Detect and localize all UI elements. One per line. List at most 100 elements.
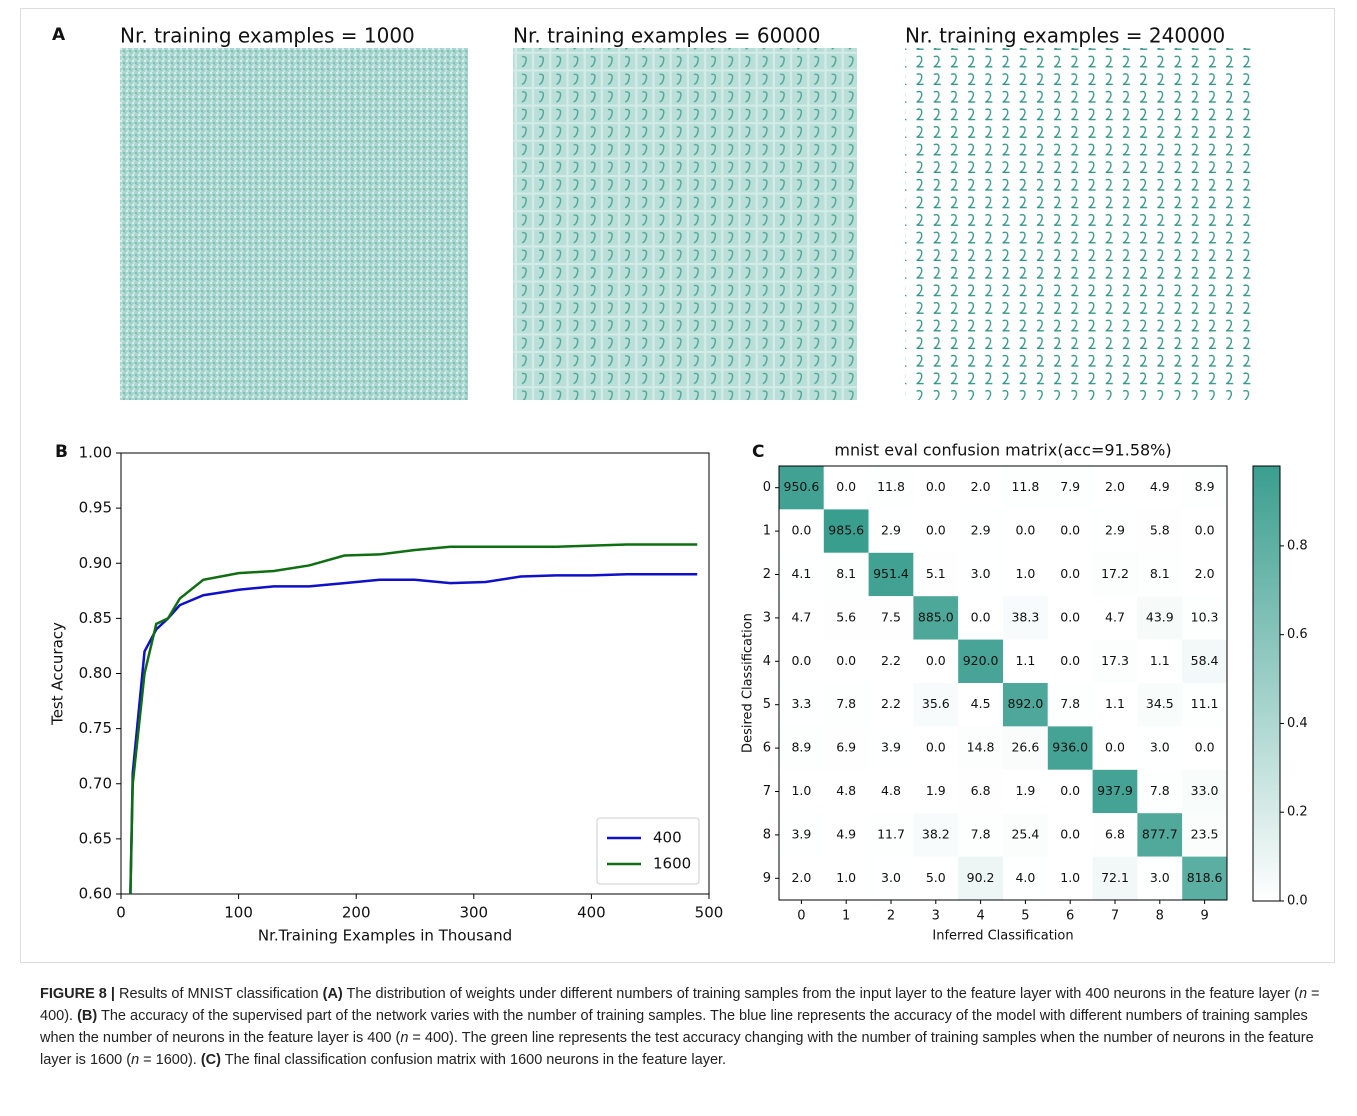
cell-label: 0.0 xyxy=(1015,523,1035,538)
cell-label: 3.9 xyxy=(791,826,811,841)
y-tick-label: 0.90 xyxy=(79,554,112,572)
x-tick-label: 300 xyxy=(459,904,488,922)
cell-label: 11.7 xyxy=(877,826,905,841)
y-tick-label: 0.85 xyxy=(79,609,112,627)
cell-label: 2.9 xyxy=(971,523,991,538)
cell-label: 5.6 xyxy=(836,609,856,624)
cell-label: 4.0 xyxy=(1015,870,1035,885)
y-tick-label: 1.00 xyxy=(79,444,112,462)
legend-label: 1600 xyxy=(653,855,691,873)
cell-label: 43.9 xyxy=(1146,609,1174,624)
cell-label: 0.0 xyxy=(1060,783,1080,798)
y-tick-label: 6 xyxy=(763,741,771,756)
cell-label: 17.3 xyxy=(1101,653,1129,668)
legend-label: 400 xyxy=(653,829,682,847)
cell-label: 4.9 xyxy=(1150,479,1170,494)
cell-label: 0.0 xyxy=(926,523,946,538)
cell-label: 877.7 xyxy=(1142,826,1178,841)
cell-label: 4.7 xyxy=(1105,609,1125,624)
cell-label: 950.6 xyxy=(784,479,820,494)
y-tick-label: 0 xyxy=(763,480,771,495)
cell-label: 14.8 xyxy=(967,740,995,755)
weight-image xyxy=(905,48,1253,400)
caption-text: n xyxy=(1299,986,1307,1002)
x-tick-label: 2 xyxy=(887,909,895,924)
cell-label: 11.8 xyxy=(1011,479,1039,494)
cell-label: 3.9 xyxy=(881,740,901,755)
caption-text: (C) xyxy=(201,1052,221,1068)
cell-label: 5.1 xyxy=(926,566,946,581)
cell-label: 7.8 xyxy=(1060,696,1080,711)
cell-label: 1.0 xyxy=(791,783,811,798)
weight-image xyxy=(120,48,468,400)
panel-label: B xyxy=(55,442,68,462)
cell-label: 3.0 xyxy=(971,566,991,581)
cell-label: 4.1 xyxy=(791,566,811,581)
caption-text: (A) xyxy=(323,986,343,1002)
colorbar-tick-label: 0.0 xyxy=(1287,894,1308,909)
caption: FIGURE 8 | Results of MNIST classificati… xyxy=(40,983,1330,1071)
y-tick-label: 0.80 xyxy=(79,664,112,682)
panel-label: C xyxy=(752,442,764,462)
cell-label: 0.0 xyxy=(791,653,811,668)
cell-label: 4.9 xyxy=(836,826,856,841)
cell-label: 26.6 xyxy=(1011,740,1039,755)
cell-label: 1.9 xyxy=(1015,783,1035,798)
cell-label: 0.0 xyxy=(1195,740,1215,755)
y-tick-label: 0.70 xyxy=(79,774,112,792)
y-tick-label: 0.65 xyxy=(79,829,112,847)
cell-label: 936.0 xyxy=(1052,740,1088,755)
cell-label: 1.0 xyxy=(1060,870,1080,885)
cell-label: 885.0 xyxy=(918,609,954,624)
x-tick-label: 100 xyxy=(224,904,253,922)
caption-text: Results of MNIST classification xyxy=(115,986,323,1002)
caption-text: n xyxy=(131,1052,139,1068)
x-tick-label: 400 xyxy=(577,904,606,922)
cell-label: 818.6 xyxy=(1187,870,1223,885)
cell-label: 0.0 xyxy=(1105,740,1125,755)
cell-label: 4.5 xyxy=(971,696,991,711)
cell-label: 0.0 xyxy=(1060,566,1080,581)
cell-label: 7.8 xyxy=(1150,783,1170,798)
x-tick-label: 3 xyxy=(932,909,940,924)
cell-label: 8.1 xyxy=(1150,566,1170,581)
cell-label: 7.8 xyxy=(971,826,991,841)
x-axis-label: Inferred Classification xyxy=(932,929,1073,944)
x-tick-label: 5 xyxy=(1021,909,1029,924)
cell-label: 0.0 xyxy=(791,523,811,538)
cell-label: 1.9 xyxy=(926,783,946,798)
cell-label: 0.0 xyxy=(1060,653,1080,668)
colorbar xyxy=(1253,466,1280,901)
image-title: Nr. training examples = 240000 xyxy=(905,24,1225,48)
cell-label: 23.5 xyxy=(1191,826,1219,841)
figure: A B C Nr. training examples = 1000 Nr. t… xyxy=(0,0,1357,965)
x-tick-label: 200 xyxy=(342,904,371,922)
cell-label: 6.9 xyxy=(836,740,856,755)
cell-label: 2.2 xyxy=(881,696,901,711)
cell-label: 6.8 xyxy=(1105,826,1125,841)
cell-label: 2.0 xyxy=(1105,479,1125,494)
x-tick-label: 500 xyxy=(695,904,724,922)
cell-label: 1.1 xyxy=(1105,696,1125,711)
cell-label: 10.3 xyxy=(1191,609,1219,624)
x-tick-label: 0 xyxy=(116,904,126,922)
cell-label: 5.0 xyxy=(926,870,946,885)
y-tick-label: 1 xyxy=(763,524,771,539)
cell-label: 0.0 xyxy=(926,479,946,494)
y-axis-label: Test Accuracy xyxy=(49,622,67,726)
cell-label: 8.9 xyxy=(1195,479,1215,494)
chart-title: mnist eval confusion matrix(acc=91.58%) xyxy=(834,441,1171,460)
cell-label: 0.0 xyxy=(926,653,946,668)
caption-text: The distribution of weights under differ… xyxy=(343,986,1299,1002)
cell-label: 1.1 xyxy=(1015,653,1035,668)
cell-label: 951.4 xyxy=(873,566,909,581)
y-tick-label: 0.95 xyxy=(79,499,112,517)
x-tick-label: 1 xyxy=(842,909,850,924)
cell-label: 2.9 xyxy=(1105,523,1125,538)
cell-label: 0.0 xyxy=(836,653,856,668)
cell-label: 7.8 xyxy=(836,696,856,711)
cell-label: 0.0 xyxy=(1195,523,1215,538)
x-tick-label: 4 xyxy=(976,909,984,924)
cell-label: 90.2 xyxy=(967,870,995,885)
legend-box xyxy=(597,818,699,884)
